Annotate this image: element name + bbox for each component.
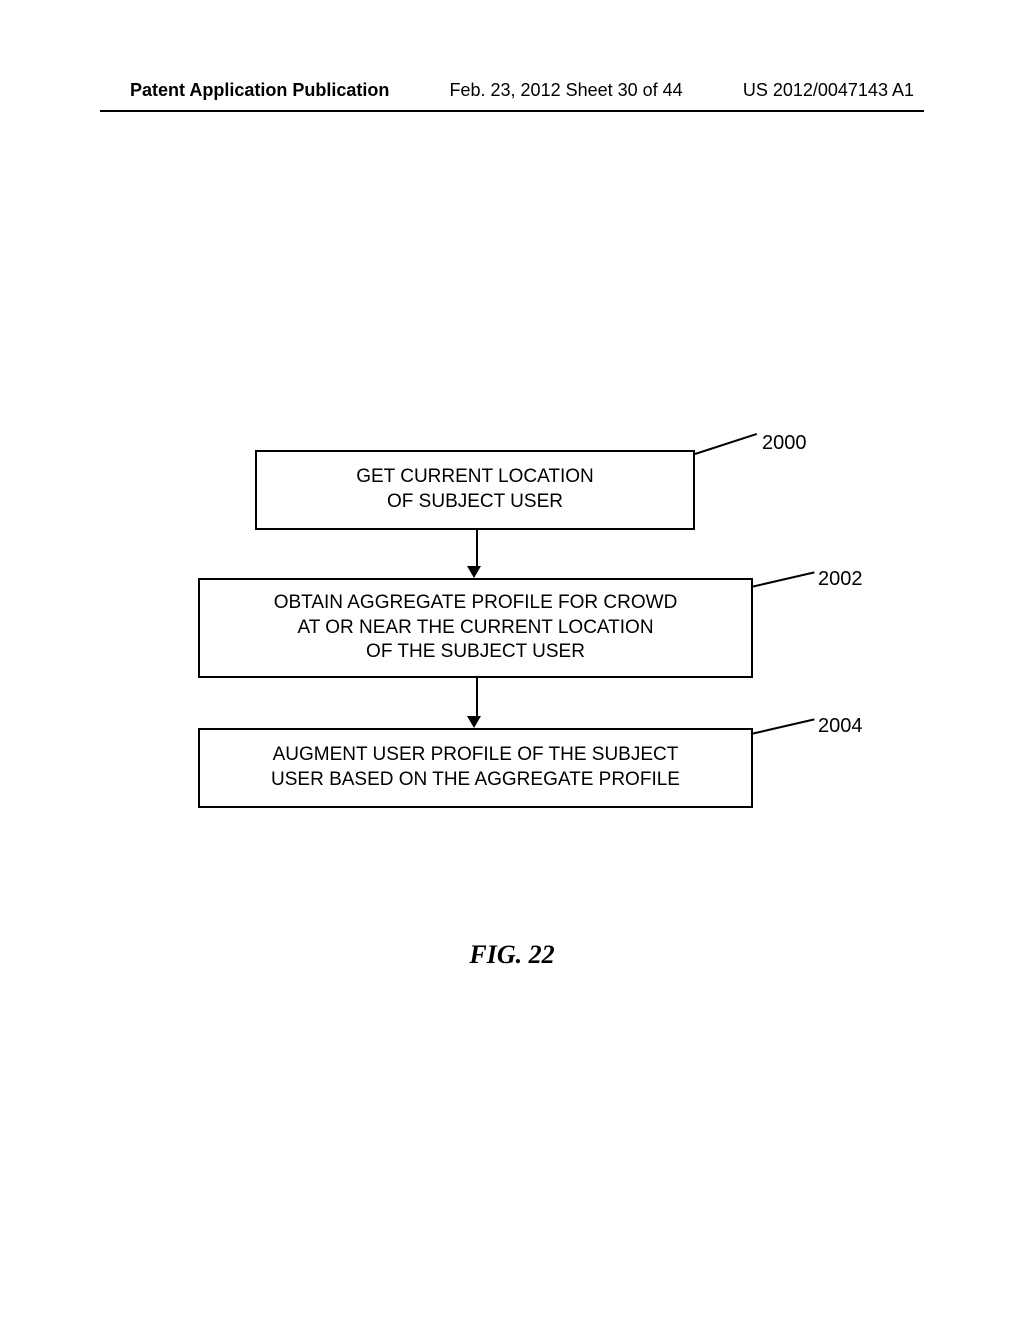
flowchart-arrow [473,678,481,728]
header-left-text: Patent Application Publication [130,80,389,101]
page-header: Patent Application Publication Feb. 23, … [0,80,1024,101]
node-text: AUGMENT USER PROFILE OF THE SUBJECT USER… [271,743,680,792]
header-center-text: Feb. 23, 2012 Sheet 30 of 44 [450,80,683,101]
leader-line [751,718,815,735]
ref-number-2004: 2004 [818,715,863,738]
node-text: OBTAIN AGGREGATE PROFILE FOR CROWD AT OR… [274,591,678,665]
flowchart-node-2004: AUGMENT USER PROFILE OF THE SUBJECT USER… [198,728,753,808]
figure-caption: FIG. 22 [0,940,1024,970]
leader-line [751,571,815,588]
flowchart-arrow [473,530,481,578]
ref-number-2002: 2002 [818,568,863,591]
header-divider [100,110,924,112]
leader-line [695,433,757,455]
ref-number-2000: 2000 [762,432,807,455]
header-right-text: US 2012/0047143 A1 [743,80,914,101]
node-text: GET CURRENT LOCATION OF SUBJECT USER [356,465,594,514]
flowchart-node-2000: GET CURRENT LOCATION OF SUBJECT USER [255,450,695,530]
flowchart-node-2002: OBTAIN AGGREGATE PROFILE FOR CROWD AT OR… [198,578,753,678]
